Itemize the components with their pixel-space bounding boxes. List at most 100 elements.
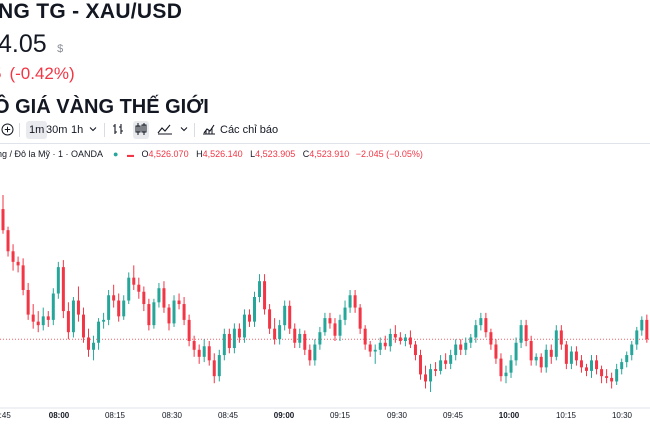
candle-body: [237, 328, 241, 338]
interval-1m[interactable]: 1m: [26, 121, 48, 139]
candle-body: [71, 300, 75, 333]
time-axis-tick: 09:15: [330, 411, 351, 420]
candle-body: [147, 304, 151, 326]
candle-body: [579, 360, 583, 368]
chevron-down-icon[interactable]: [180, 125, 188, 143]
candle-body: [137, 284, 141, 292]
candle-body: [182, 304, 186, 320]
candle-body: [157, 288, 161, 303]
current-price: 4.05: [0, 30, 47, 58]
candle-body: [313, 344, 317, 361]
time-axis-tick: 10:15: [556, 411, 577, 420]
candle-body: [595, 360, 599, 370]
candle-body: [323, 318, 327, 333]
candle-body: [464, 342, 468, 350]
candle-body: [343, 307, 347, 320]
candlestick-chart[interactable]: 7:45 08:00 08:15 08:30 08:45 09:00 09:15 09:30 0…: [0, 160, 650, 433]
candle-body: [11, 251, 15, 262]
time-axis-tick: 09:45: [443, 411, 464, 420]
candle-body: [117, 300, 121, 317]
candle-body: [192, 340, 196, 350]
candle-body: [247, 314, 251, 322]
candle-body: [92, 342, 96, 350]
candle-body: [207, 346, 211, 361]
candle-body: [459, 344, 463, 350]
candle-body: [66, 311, 70, 333]
candle-body: [268, 309, 272, 329]
candle-body: [549, 349, 553, 357]
legend-low-label: L: [250, 149, 256, 159]
price-change-pct: (-0.42%): [9, 64, 75, 83]
candle-body: [81, 314, 85, 338]
candle-body: [242, 314, 246, 338]
time-axis-tick: 08:45: [218, 411, 239, 420]
candle-body: [298, 333, 302, 343]
toolbar-divider: [104, 123, 105, 137]
candle-body: [564, 344, 568, 364]
candle-body: [454, 344, 458, 356]
candle-body: [212, 360, 216, 377]
legend-close: 4,523.910: [309, 149, 350, 159]
candle-body: [167, 307, 171, 324]
plus-circle-icon[interactable]: [1, 123, 14, 141]
candle-body: [363, 328, 367, 345]
candle-body: [640, 319, 644, 331]
price-row: 4.05 $: [0, 30, 63, 59]
indicators-button[interactable]: Các chỉ báo: [220, 124, 279, 136]
candle-body: [484, 318, 488, 333]
time-axis-tick: 09:30: [387, 411, 408, 420]
candle-body: [514, 342, 518, 361]
candle-body: [308, 349, 312, 361]
indicators-icon[interactable]: [202, 122, 216, 140]
candle-body: [26, 289, 30, 315]
price-change: 5 (-0.42%): [0, 64, 83, 84]
candle-body: [625, 355, 629, 363]
area-chart-icon[interactable]: [157, 123, 173, 141]
candle-body: [529, 340, 533, 361]
candle-body: [494, 344, 498, 359]
candle-body: [46, 316, 50, 320]
candle-body: [253, 297, 256, 322]
candle-body: [177, 300, 181, 305]
candle-body: [424, 374, 428, 382]
candle-body: [635, 330, 639, 345]
candle-body: [469, 337, 473, 343]
candle-body: [197, 349, 201, 357]
candle-body: [509, 360, 513, 373]
candle-body: [600, 369, 604, 377]
candle-body: [227, 333, 231, 349]
candle-body: [519, 325, 523, 343]
candle-body: [398, 337, 402, 341]
chevron-down-icon[interactable]: [89, 125, 97, 143]
candle-body: [303, 333, 307, 350]
candle-body: [584, 367, 588, 371]
candle-body: [41, 316, 45, 326]
candle-body: [51, 293, 55, 320]
interval-30m[interactable]: 30m: [46, 124, 68, 136]
candle-body: [122, 300, 126, 317]
interval-1h[interactable]: 1h: [71, 124, 84, 136]
candle-body: [630, 344, 634, 356]
section-title: Ô GIÁ VÀNG THẾ GIỚI: [0, 96, 209, 118]
legend-symbol: ng / Đô la Mỹ · 1 · OANDA: [0, 149, 103, 159]
toolbar-divider: [19, 123, 20, 137]
candle-body: [590, 360, 594, 371]
compare-bars-icon[interactable]: [111, 122, 125, 140]
candles-icon[interactable]: [133, 121, 149, 139]
legend-low: 4,523.905: [255, 149, 296, 159]
chart-legend: ng / Đô la Mỹ · 1 · OANDA ● ▬ O4,526.070…: [0, 149, 423, 159]
candle-body: [393, 333, 397, 338]
candle-body: [283, 305, 287, 326]
candle-body: [645, 319, 649, 340]
candle-body: [61, 267, 65, 312]
candle-body: [353, 295, 357, 308]
candle-body: [544, 349, 548, 368]
candle-body: [489, 332, 493, 345]
candle-body: [172, 300, 176, 324]
legend-open: 4,526.070: [148, 149, 189, 159]
candle-body: [112, 295, 116, 301]
legend-open-label: O: [141, 149, 149, 159]
candle-body: [127, 277, 131, 301]
candle-body: [418, 355, 422, 375]
candle-body: [620, 362, 624, 370]
